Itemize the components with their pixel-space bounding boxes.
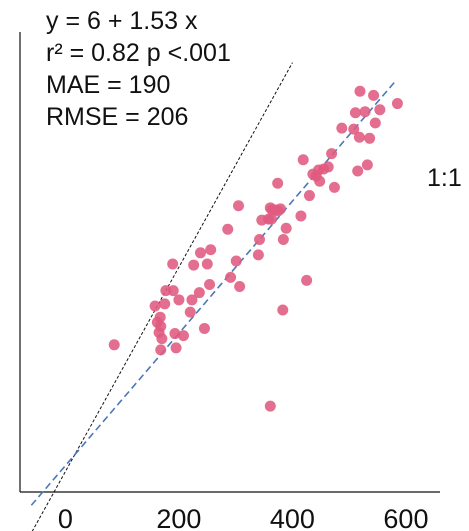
data-point — [295, 210, 307, 222]
data-point — [234, 281, 246, 293]
x-tick-label: 0 — [58, 504, 73, 531]
data-point — [297, 154, 309, 166]
data-point — [348, 123, 360, 135]
data-point — [170, 342, 182, 354]
data-point — [204, 278, 216, 290]
data-point — [391, 98, 403, 110]
data-point — [177, 330, 189, 342]
data-point — [233, 200, 245, 212]
data-point — [280, 222, 292, 234]
data-point — [173, 294, 185, 306]
data-point — [252, 249, 264, 261]
axes — [19, 32, 440, 493]
data-point — [361, 159, 373, 171]
data-point — [167, 285, 179, 297]
data-point — [352, 165, 364, 177]
data-point — [336, 122, 348, 134]
data-point — [328, 181, 340, 193]
data-point — [368, 89, 380, 101]
reference-lines — [30, 62, 396, 531]
data-point — [201, 258, 213, 270]
data-point — [159, 298, 171, 310]
r2-p-text: r² = 0.82 p <.001 — [46, 39, 231, 67]
data-point — [156, 333, 168, 345]
data-point — [264, 400, 276, 412]
identity-line — [31, 62, 293, 531]
data-point — [275, 203, 287, 215]
data-point — [349, 107, 361, 119]
data-point — [149, 300, 161, 312]
rmse-text: RMSE = 206 — [46, 103, 188, 131]
data-point — [205, 244, 217, 256]
data-point — [314, 175, 326, 187]
stats-annotation: y = 6 + 1.53 x r² = 0.82 p <.001 MAE = 1… — [46, 7, 231, 131]
data-point — [184, 306, 196, 318]
equation-text: y = 6 + 1.53 x — [46, 7, 198, 35]
regression-line — [30, 81, 396, 506]
x-tick-label: 400 — [270, 504, 315, 531]
data-point — [155, 344, 167, 356]
data-point — [369, 117, 381, 129]
data-point — [326, 148, 338, 160]
data-point — [225, 271, 237, 283]
data-point — [353, 131, 365, 143]
data-point — [186, 294, 198, 306]
mae-text: MAE = 190 — [46, 71, 170, 99]
data-point — [272, 177, 284, 189]
data-point — [108, 339, 120, 351]
data-point — [303, 190, 315, 202]
data-point — [359, 106, 371, 118]
data-point — [154, 311, 166, 323]
data-point — [193, 287, 205, 299]
data-point — [364, 132, 376, 144]
data-point — [194, 247, 206, 259]
data-point — [230, 255, 242, 267]
data-point — [265, 213, 277, 225]
x-tick-label: 200 — [156, 504, 201, 531]
data-point — [277, 234, 289, 246]
x-tick-label: 600 — [383, 504, 428, 531]
data-point — [222, 223, 234, 235]
data-point — [354, 85, 366, 97]
data-point — [322, 161, 334, 173]
data-point — [169, 328, 181, 340]
data-point — [374, 104, 386, 116]
identity-line-label: 1:1 — [427, 164, 462, 192]
data-point — [254, 234, 266, 246]
data-point — [301, 274, 313, 286]
data-point — [167, 258, 179, 270]
data-point — [188, 259, 200, 271]
x-tick-labels: 0 200 400 600 — [58, 504, 429, 531]
data-point — [155, 320, 167, 332]
data-point — [277, 304, 289, 316]
data-point — [198, 322, 210, 334]
data-points — [108, 85, 403, 412]
